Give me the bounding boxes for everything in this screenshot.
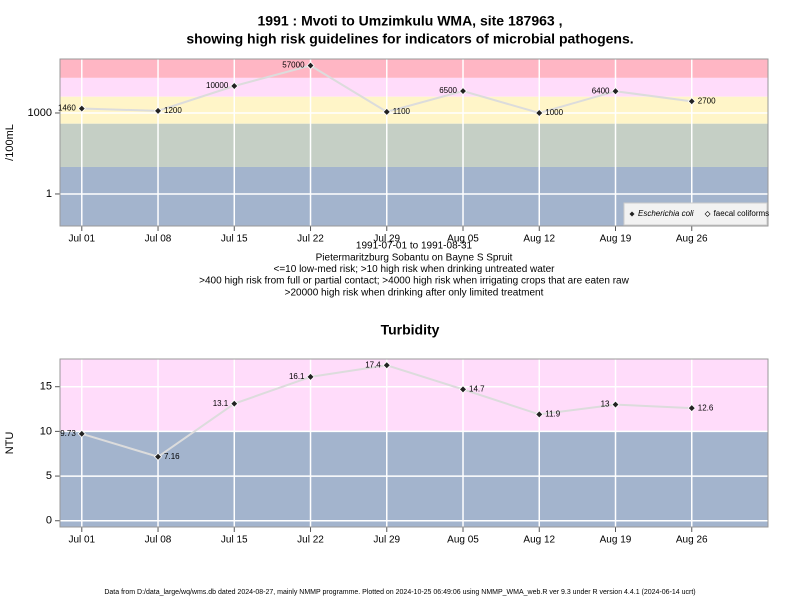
data-label: 16.1 <box>289 372 305 381</box>
data-point <box>458 86 468 96</box>
risk-band <box>60 431 768 527</box>
data-point <box>306 61 315 70</box>
data-point <box>458 385 468 394</box>
data-point <box>687 97 696 106</box>
caption: <=10 low-med risk; >10 high risk when dr… <box>274 264 556 275</box>
data-label: 1100 <box>393 107 411 116</box>
data-point <box>535 108 544 118</box>
data-label: 6500 <box>439 86 457 95</box>
x-tick-label: Aug 12 <box>523 535 555 546</box>
legend-marker <box>704 211 711 217</box>
data-label: 1200 <box>164 106 182 115</box>
x-tick-label: Jul 08 <box>145 535 172 546</box>
data-label: 12.6 <box>698 403 714 412</box>
data-label: 7.16 <box>164 452 180 461</box>
x-tick-label: Jul 01 <box>68 234 95 245</box>
data-point <box>687 404 696 413</box>
data-label: 57000 <box>282 61 305 70</box>
x-tick-label: Jul 15 <box>221 234 248 245</box>
y-tick-label: 1000 <box>28 107 52 119</box>
data-label: 11.9 <box>545 410 561 419</box>
x-tick-label: Jul 08 <box>145 234 172 245</box>
data-label: 17.4 <box>365 360 381 369</box>
data-label: 2700 <box>698 96 716 105</box>
y-tick-label: 10 <box>40 425 52 437</box>
y-tick-label: 5 <box>46 470 52 482</box>
data-point <box>230 81 239 91</box>
data-label: 6400 <box>592 86 610 95</box>
plot-frame <box>59 358 769 528</box>
data-label: 1000 <box>545 108 563 117</box>
chart-title: 1991 : Mvoti to Umzimkulu WMA, site 1879… <box>258 13 563 29</box>
data-point <box>77 104 86 113</box>
y-axis-label: /100mL <box>4 124 16 161</box>
x-tick-label: Aug 05 <box>447 535 479 546</box>
data-point <box>306 372 315 381</box>
data-point <box>382 361 391 370</box>
data-point <box>230 399 239 408</box>
legend-box <box>623 202 768 226</box>
x-tick-label: Jul 01 <box>68 535 95 546</box>
legend-label: Escherichia coli <box>638 209 694 218</box>
data-point <box>153 106 163 115</box>
chart-title: showing high risk guidelines for indicat… <box>186 31 633 47</box>
x-tick-label: Aug 12 <box>523 234 555 245</box>
data-point <box>153 452 163 461</box>
data-label: 13 <box>601 400 610 409</box>
y-axis-label: NTU <box>4 432 16 455</box>
data-label: 9.73 <box>60 429 76 438</box>
x-tick-label: Aug 26 <box>676 234 708 245</box>
footer: Data from D:/data_large/wq/wms.db dated … <box>104 589 695 596</box>
plot-frame <box>59 58 769 227</box>
x-tick-label: Jul 29 <box>373 535 400 546</box>
x-tick-label: Aug 19 <box>600 234 632 245</box>
y-tick-label: 0 <box>46 515 52 527</box>
risk-band <box>60 59 768 78</box>
data-label: 14.7 <box>469 384 485 393</box>
chart-title: Turbidity <box>381 322 440 338</box>
x-tick-label: Aug 26 <box>676 535 708 546</box>
risk-band <box>60 123 768 167</box>
caption: Pietermaritzburg Sobantu on Bayne S Spru… <box>316 252 513 263</box>
x-tick-label: Jul 22 <box>297 234 324 245</box>
data-point <box>382 107 391 116</box>
risk-band <box>60 96 768 124</box>
legend-label: faecal coliforms <box>714 209 770 218</box>
data-label: 13.1 <box>213 399 229 408</box>
data-point <box>611 87 620 96</box>
x-tick-label: Aug 19 <box>600 535 632 546</box>
x-tick-label: Aug 05 <box>447 234 479 245</box>
data-label: 1460 <box>58 104 76 113</box>
caption: >400 high risk from full or partial cont… <box>199 276 629 287</box>
data-point <box>611 400 620 409</box>
legend-marker <box>629 211 635 217</box>
caption: 1991-07-01 to 1991-08-31 <box>356 241 473 252</box>
data-point <box>535 410 544 419</box>
data-label: 10000 <box>206 81 229 90</box>
y-tick-label: 15 <box>40 381 52 393</box>
data-point <box>77 429 86 438</box>
y-tick-label: 1 <box>46 188 52 200</box>
x-tick-label: Jul 15 <box>221 535 248 546</box>
risk-band <box>60 77 768 97</box>
x-tick-label: Jul 22 <box>297 535 324 546</box>
caption: >20000 high risk when drinking after onl… <box>285 287 544 298</box>
risk-band <box>60 359 768 432</box>
x-tick-label: Jul 29 <box>373 234 400 245</box>
